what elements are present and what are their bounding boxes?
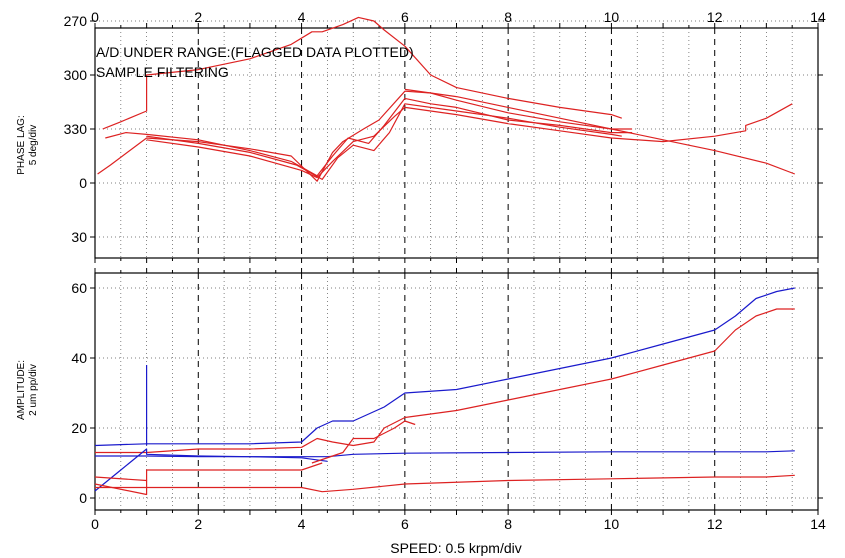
- y-tick-label: 270: [64, 13, 88, 29]
- series-line-1: [102, 16, 622, 130]
- series-line-5: [146, 103, 793, 179]
- series-line-4: [94, 448, 328, 492]
- x-tick-label: 6: [401, 516, 409, 532]
- amplitude-y-axis-label: AMPLITUDE:: [16, 360, 27, 420]
- y-tick-label: 20: [71, 420, 87, 436]
- plot-frame: [94, 272, 819, 511]
- series-line-3: [95, 450, 795, 458]
- x-tick-label: 10: [604, 9, 620, 25]
- y-tick-label: 60: [71, 280, 87, 296]
- series-line-6: [94, 462, 323, 482]
- x-tick-label: 14: [810, 9, 826, 25]
- series-line-1: [94, 287, 795, 447]
- series-line-7: [95, 474, 795, 493]
- x-tick-label: 0: [91, 9, 99, 25]
- x-tick-label: 2: [194, 516, 202, 532]
- y-tick-label: 300: [64, 67, 88, 83]
- x-tick-label: 4: [298, 9, 306, 25]
- y-tick-label: 40: [71, 350, 87, 366]
- y-tick-label: 0: [79, 490, 87, 506]
- x-tick-label: 0: [91, 516, 99, 532]
- phase-y-axis-label: PHASE LAG:: [16, 115, 27, 174]
- x-tick-label: 12: [707, 9, 723, 25]
- series-line-9: [311, 420, 416, 464]
- x-tick-label: 8: [504, 516, 512, 532]
- y-tick-label: 0: [79, 175, 87, 191]
- series-line-4: [146, 103, 622, 180]
- x-tick-label: 12: [707, 516, 723, 532]
- y-tick-label: 30: [71, 229, 87, 245]
- x-axis-label: SPEED: 0.5 krpm/div: [390, 540, 522, 556]
- annotation-sample-filtering: SAMPLE FILTERING: [96, 64, 229, 80]
- x-tick-label: 4: [298, 516, 306, 532]
- phase-y-axis-sublabel: 5 deg/div: [28, 125, 39, 166]
- amplitude-y-axis-sublabel: 2 um pp/div: [28, 364, 39, 416]
- series-line-6: [404, 88, 796, 175]
- series-line-2: [95, 308, 795, 454]
- x-tick-label: 14: [810, 516, 826, 532]
- y-tick-label: 330: [64, 121, 88, 137]
- x-tick-label: 8: [504, 9, 512, 25]
- amplitude-panel: 0 20 40 60 0 2 4 6 8 10 12 14: [71, 268, 826, 532]
- x-tick-label: 6: [401, 9, 409, 25]
- x-tick-label: 10: [604, 516, 620, 532]
- series-line-2: [97, 90, 633, 182]
- series-line-8: [94, 480, 148, 496]
- plot-frame: [94, 27, 819, 259]
- annotation-ad-under-range: A/D UNDER RANGE:(FLAGGED DATA PLOTTED): [96, 44, 414, 60]
- x-tick-label: 2: [194, 9, 202, 25]
